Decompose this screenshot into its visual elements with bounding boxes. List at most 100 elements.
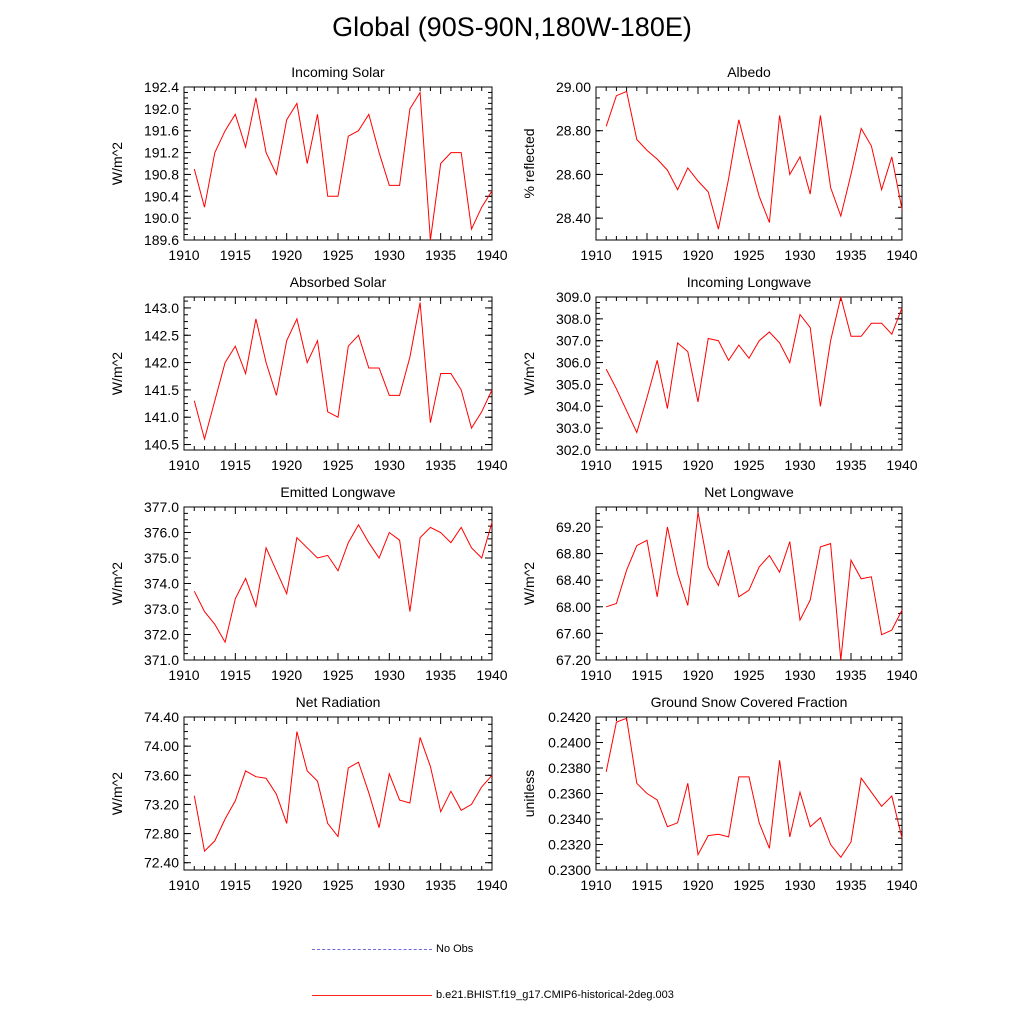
panel-3-xtick-label: 1910 xyxy=(580,457,611,473)
legend-model: b.e21.BHIST.f19_g17.CMIP6-historical-2de… xyxy=(312,989,674,1001)
panel-3-xtick-label: 1940 xyxy=(886,457,917,473)
panel-4-title: Emitted Longwave xyxy=(280,484,395,500)
panel-3-xtick-label: 1930 xyxy=(784,457,815,473)
panel-0-xtick-label: 1935 xyxy=(425,247,456,263)
panel-2-xtick-label: 1910 xyxy=(168,457,199,473)
panel-7-xtick-label: 1925 xyxy=(733,877,764,893)
panel-2-ytick-label: 140.5 xyxy=(144,437,179,453)
panel-5-xtick-label: 1925 xyxy=(733,667,764,683)
panel-7-xtick-label: 1915 xyxy=(631,877,662,893)
panel-4-xtick-label: 1915 xyxy=(220,667,251,683)
panel-4-ytick-label: 374.0 xyxy=(144,576,179,592)
panel-0-xtick-label: 1925 xyxy=(322,247,353,263)
panel-1-ytick-label: 28.40 xyxy=(556,210,591,226)
panel-6-xtick-label: 1930 xyxy=(374,877,405,893)
panel-3-xtick-label: 1915 xyxy=(631,457,662,473)
panel-4-ytick-label: 373.0 xyxy=(144,601,179,617)
panel-1-ylabel: % reflected xyxy=(521,128,537,198)
panel-3-xtick-label: 1925 xyxy=(733,457,764,473)
panel-0-xtick-label: 1940 xyxy=(476,247,507,263)
panel-3-ytick-label: 302.0 xyxy=(556,442,591,458)
panel-3-xtick-label: 1935 xyxy=(835,457,866,473)
panel-3-series-line xyxy=(605,296,903,434)
panel-4-xtick-label: 1930 xyxy=(374,667,405,683)
panel-2-xtick-label: 1920 xyxy=(271,457,302,473)
panel-2-xtick-label: 1940 xyxy=(476,457,507,473)
panel-7-xtick-label: 1910 xyxy=(580,877,611,893)
panel-3-ytick-label: 308.0 xyxy=(556,311,591,327)
panel-5-ytick-label: 69.20 xyxy=(556,519,591,535)
panel-5-ytick-label: 68.00 xyxy=(556,599,591,615)
panel-6-title: Net Radiation xyxy=(296,694,381,710)
panel-0-ytick-label: 190.4 xyxy=(144,188,179,204)
panel-7-ylabel: unitless xyxy=(521,770,537,817)
panel-6-xtick-label: 1925 xyxy=(322,877,353,893)
panel-2-ylabel: W/m^2 xyxy=(109,352,125,395)
panel-7-series-line xyxy=(605,717,903,859)
panel-2-series-line xyxy=(193,302,493,442)
panel-0-xtick-label: 1915 xyxy=(220,247,251,263)
panel-2-ytick-label: 141.5 xyxy=(144,382,179,398)
panel-1-plot-frame xyxy=(595,86,903,241)
panel-7-ytick-label: 0.2320 xyxy=(548,837,591,853)
panel-1-series-line xyxy=(605,90,903,230)
panel-3-ytick-label: 309.0 xyxy=(556,289,591,305)
panel-0-ytick-label: 190.8 xyxy=(144,166,179,182)
panel-2-xtick-label: 1930 xyxy=(374,457,405,473)
panel-1-xtick-label: 1930 xyxy=(784,247,815,263)
panel-7-title: Ground Snow Covered Fraction xyxy=(651,694,848,710)
panel-4-xtick-label: 1910 xyxy=(168,667,199,683)
panel-6-series-line xyxy=(193,731,493,853)
panel-5-title: Net Longwave xyxy=(704,484,794,500)
panel-1-xtick-label: 1925 xyxy=(733,247,764,263)
panel-1-xtick-label: 1915 xyxy=(631,247,662,263)
panel-0-ylabel: W/m^2 xyxy=(109,142,125,185)
panel-0-series-line xyxy=(193,90,493,241)
panel-7-ytick-label: 0.2420 xyxy=(548,709,591,725)
panel-1-xtick-label: 1935 xyxy=(835,247,866,263)
panel-7-plot-frame xyxy=(595,716,903,871)
panel-3-title: Incoming Longwave xyxy=(687,274,812,290)
panel-0-ytick-label: 189.6 xyxy=(144,232,179,248)
panel-6-ytick-label: 73.20 xyxy=(144,796,179,812)
panel-3-ytick-label: 303.0 xyxy=(556,420,591,436)
panel-7-xtick-label: 1940 xyxy=(886,877,917,893)
panel-4-xtick-label: 1935 xyxy=(425,667,456,683)
panel-3-plot-frame xyxy=(595,296,903,451)
panel-3-ytick-label: 306.0 xyxy=(556,355,591,371)
panel-5-ytick-label: 67.60 xyxy=(556,625,591,641)
panel-7-ytick-label: 0.2380 xyxy=(548,760,591,776)
panel-1-ytick-label: 28.80 xyxy=(556,123,591,139)
panel-4-ytick-label: 376.0 xyxy=(144,525,179,541)
panel-3-xtick-label: 1920 xyxy=(682,457,713,473)
panel-4-xtick-label: 1920 xyxy=(271,667,302,683)
panel-0-plot-frame xyxy=(183,86,493,241)
panel-6-xtick-label: 1915 xyxy=(220,877,251,893)
panel-4-ytick-label: 372.0 xyxy=(144,627,179,643)
panel-6-xtick-label: 1940 xyxy=(476,877,507,893)
panel-5-xtick-label: 1915 xyxy=(631,667,662,683)
panel-5-xtick-label: 1940 xyxy=(886,667,917,683)
panel-3-ylabel: W/m^2 xyxy=(521,352,537,395)
panel-0-ytick-label: 192.4 xyxy=(144,79,179,95)
panel-2-xtick-label: 1925 xyxy=(322,457,353,473)
panel-5-plot-frame xyxy=(595,506,903,661)
panel-1-ytick-label: 29.00 xyxy=(556,79,591,95)
panel-5-xtick-label: 1935 xyxy=(835,667,866,683)
panel-6-xtick-label: 1910 xyxy=(168,877,199,893)
panel-7-xtick-label: 1920 xyxy=(682,877,713,893)
panel-1-xtick-label: 1910 xyxy=(580,247,611,263)
panel-1-xtick-label: 1920 xyxy=(682,247,713,263)
panel-6-ylabel: W/m^2 xyxy=(109,772,125,815)
panel-2-ytick-label: 143.0 xyxy=(144,300,179,316)
panel-4-ytick-label: 375.0 xyxy=(144,550,179,566)
panel-6-ytick-label: 73.60 xyxy=(144,767,179,783)
panel-7-ytick-label: 0.2340 xyxy=(548,811,591,827)
panel-5-ytick-label: 68.40 xyxy=(556,572,591,588)
panel-5-xtick-label: 1920 xyxy=(682,667,713,683)
panel-5-ytick-label: 67.20 xyxy=(556,652,591,668)
panel-4-plot-frame xyxy=(183,506,493,661)
panel-0-xtick-label: 1920 xyxy=(271,247,302,263)
panel-7-ytick-label: 0.2360 xyxy=(548,786,591,802)
